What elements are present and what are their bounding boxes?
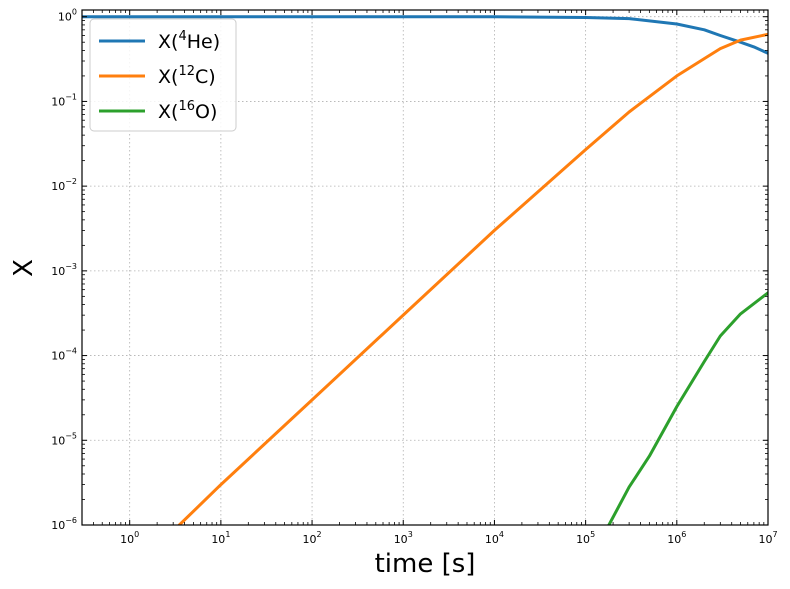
x-tick-label: 103: [394, 530, 413, 546]
x-tick-label: 106: [667, 530, 686, 546]
series-line-2: [177, 32, 768, 525]
legend-label-3: X(16O): [158, 99, 217, 123]
legend-box: [89, 18, 237, 132]
y-tick-label: 100: [58, 8, 77, 24]
x-tick-label: 105: [576, 530, 595, 546]
x-tick-label: 104: [485, 530, 504, 546]
x-axis-label: time [s]: [375, 549, 476, 579]
series-line-3: [607, 291, 768, 525]
ticks: [81, 10, 769, 526]
y-tick-label: 10−2: [51, 177, 77, 193]
plot-frame: [81, 9, 769, 526]
x-tick-label: 102: [303, 530, 322, 546]
x-tick-label: 101: [211, 530, 230, 546]
x-tick-label: 107: [758, 530, 777, 546]
series-group: [82, 15, 768, 525]
y-tick-label: 10−5: [51, 431, 77, 447]
y-tick-label: 10−4: [51, 347, 77, 363]
tick-labels: 100 101 102 103 104 105 106 107 10−6 10−5 10−4 10−3…: [51, 8, 777, 546]
y-tick-label: 10−3: [51, 262, 77, 278]
legend-label-1: X(4He): [158, 29, 220, 53]
y-axis-label: X: [9, 259, 39, 277]
legend-label-2: X(12C): [158, 64, 216, 88]
y-tick-label: 10−6: [51, 516, 77, 532]
x-tick-label: 100: [120, 530, 139, 546]
y-tick-label: 10−1: [51, 92, 77, 108]
legend: X(4He) X(12C) X(16O): [89, 18, 237, 132]
